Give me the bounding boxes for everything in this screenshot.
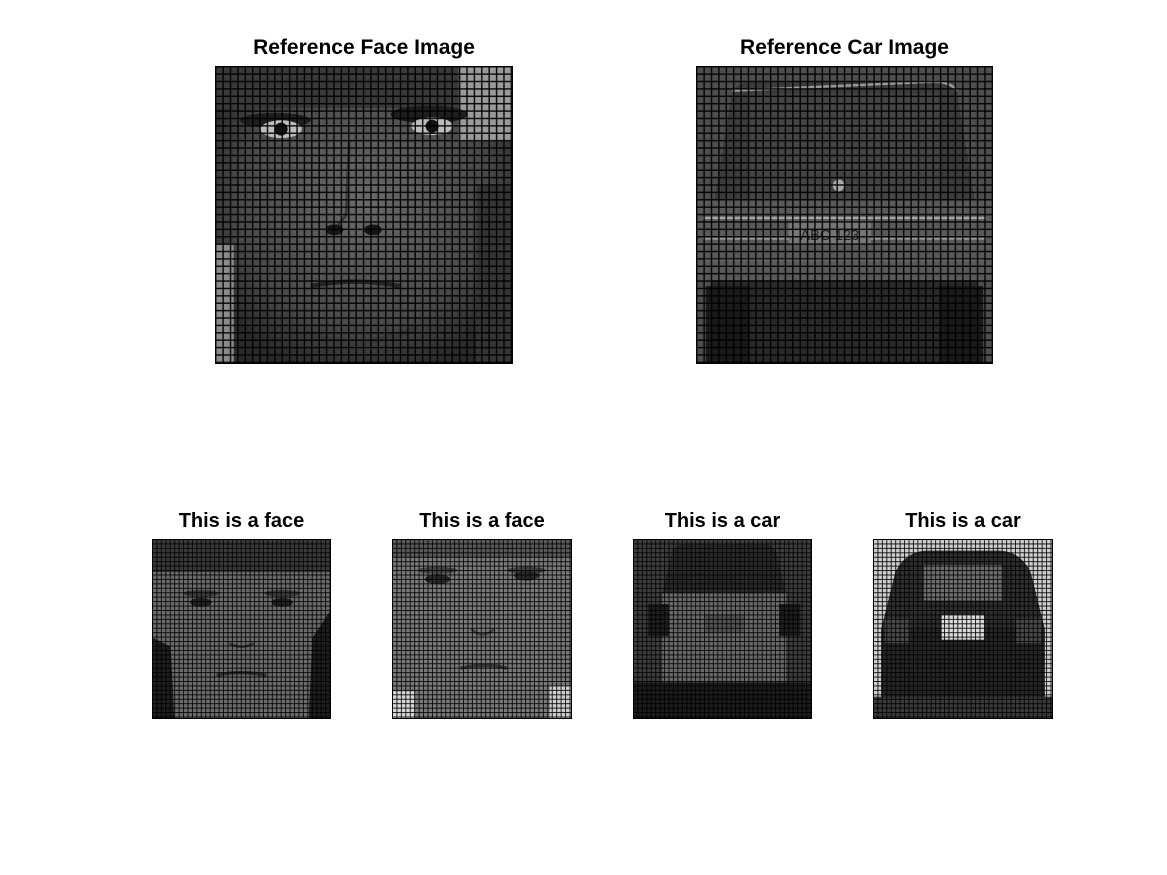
reference-face-panel: Reference Face Image (215, 36, 513, 364)
reference-car-panel: Reference Car Image ABC 123 (696, 36, 993, 364)
sample-car-1-image (633, 539, 812, 719)
sample-face-1-image (152, 539, 331, 719)
sample-car-2-panel: This is a car (873, 510, 1053, 719)
reference-face-image (215, 66, 513, 364)
sample-face-1-title: This is a face (178, 510, 305, 532)
sample-car-1-panel: This is a car (633, 510, 812, 719)
sample-car-2-image (873, 539, 1053, 719)
sample-face-1-panel: This is a face (152, 510, 331, 719)
sample-face-2-image (392, 539, 572, 719)
sample-face-2-panel: This is a face (392, 510, 572, 719)
sample-car-2-title: This is a car (905, 510, 1021, 532)
sample-face-2-title: This is a face (419, 510, 545, 532)
sample-car-1-title: This is a car (664, 510, 781, 532)
reference-face-title: Reference Face Image (253, 36, 475, 59)
reference-car-image: ABC 123 (696, 66, 993, 364)
reference-car-title: Reference Car Image (740, 36, 949, 59)
svg-text:ABC 123: ABC 123 (800, 228, 859, 244)
